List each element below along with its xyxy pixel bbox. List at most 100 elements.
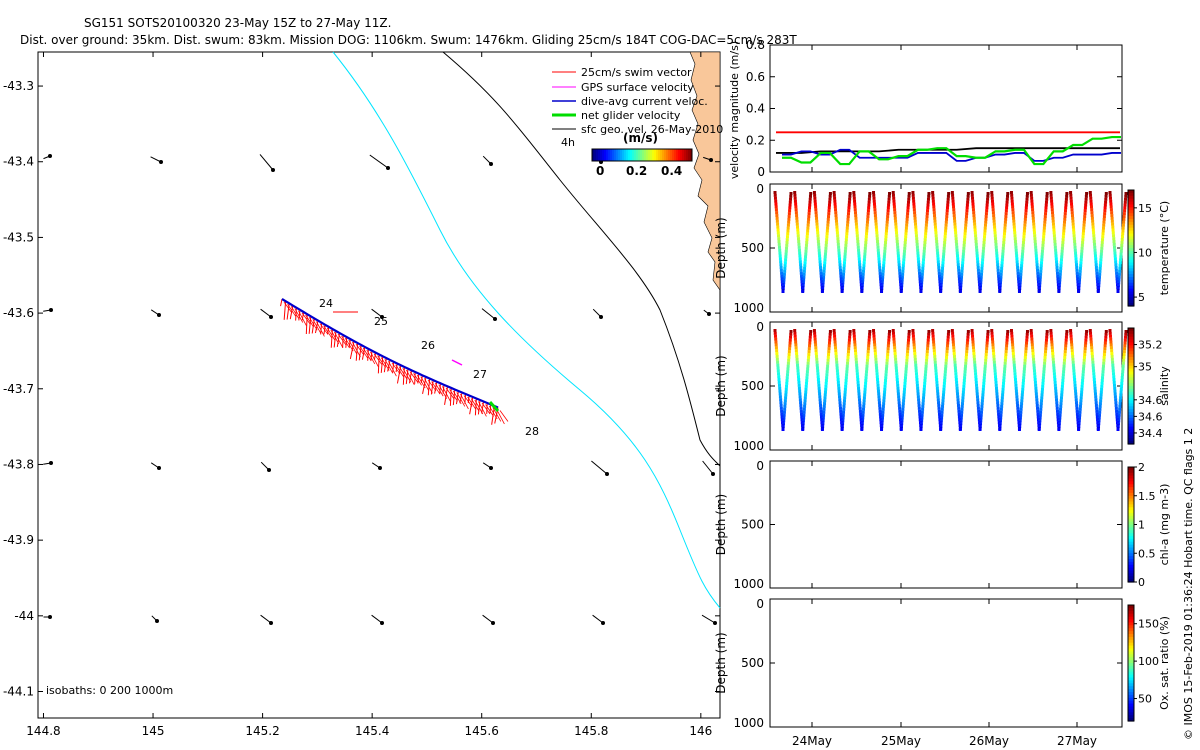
colorbar-cell — [1128, 348, 1134, 352]
sfc-current-arrow — [369, 154, 389, 169]
profile-sample — [1038, 419, 1042, 423]
profile-sample — [823, 261, 827, 265]
profile-sample — [875, 228, 879, 232]
profile-sample — [1075, 403, 1079, 407]
profile-sample — [857, 398, 861, 402]
profile-sample — [907, 197, 911, 201]
speed-cbar-cell — [658, 149, 661, 161]
profile-sample — [964, 223, 968, 227]
profile-sample — [984, 217, 988, 221]
speed-cbar-cell — [638, 149, 641, 161]
profile-sample — [838, 406, 842, 410]
profile-sample — [815, 357, 819, 361]
profile-ylabel: Depth (m) — [714, 355, 728, 416]
profile-sample — [1072, 228, 1076, 232]
profile-sample — [1018, 278, 1022, 282]
profile-sample — [975, 245, 979, 249]
profile-sample — [1014, 389, 1018, 393]
profile-sample — [1092, 237, 1096, 241]
profile-sample — [1118, 261, 1122, 265]
profile-sample — [927, 192, 931, 195]
profile-sample — [933, 225, 937, 229]
profile-sample — [876, 389, 880, 393]
profile-sample — [862, 266, 866, 270]
profile-sample — [868, 194, 872, 198]
colorbar-cell — [1128, 513, 1134, 517]
profile-sample — [855, 231, 859, 235]
profile-sample — [1057, 422, 1061, 426]
profile-sample — [1041, 376, 1045, 380]
profile-sample — [813, 331, 817, 335]
profile-sample — [1091, 228, 1095, 232]
profile-sample — [1073, 242, 1077, 246]
profile-sample — [788, 347, 792, 351]
colorbar-cell — [1128, 380, 1134, 384]
profile-sample — [825, 235, 829, 239]
profile-sample — [920, 410, 924, 414]
profile-sample — [784, 249, 788, 253]
profile-sample — [779, 268, 783, 272]
profile-sample — [1110, 214, 1114, 218]
profile-sample — [775, 214, 779, 218]
profile-sample — [1004, 215, 1008, 219]
colorbar-cell — [1128, 657, 1134, 661]
profile-sample — [971, 334, 975, 338]
profile-sample — [1075, 265, 1079, 269]
sfc-current-arrowhead — [49, 308, 53, 312]
profile-sample — [1079, 399, 1083, 403]
profile-sample — [1089, 193, 1093, 197]
colorbar-cell — [1128, 709, 1134, 713]
profile-sample — [1015, 260, 1019, 264]
profile-sample — [1078, 269, 1082, 273]
profile-sample — [1112, 380, 1116, 384]
profile-sample — [944, 223, 948, 227]
profile-sample — [953, 222, 957, 226]
profile-sample — [1110, 357, 1114, 361]
profile-sample — [1032, 231, 1036, 235]
profile-sample — [1003, 220, 1007, 224]
profile-sample — [922, 258, 926, 262]
colorbar-cell — [1128, 668, 1134, 673]
profile-sample — [1025, 197, 1029, 201]
profile-sample — [918, 271, 922, 275]
profile-sample — [959, 281, 963, 285]
profile-sample — [1025, 200, 1029, 204]
profile-sample — [788, 341, 792, 345]
colorbar-cell — [1128, 233, 1134, 237]
profile-sample — [993, 228, 997, 232]
profile-sample — [984, 220, 988, 224]
profile-sample — [925, 355, 929, 359]
profile-sample — [1084, 341, 1088, 345]
profile-sample — [973, 231, 977, 235]
profile-sample — [1077, 287, 1081, 291]
legend-net-label: net glider velocity — [581, 109, 681, 122]
profile-sample — [900, 275, 904, 279]
profile-sample — [786, 370, 790, 374]
profile-sample — [777, 380, 781, 384]
profile-sample — [1020, 402, 1024, 406]
profile-sample — [1084, 194, 1088, 198]
colorbar-cell — [1128, 377, 1134, 381]
profile-sample — [805, 232, 809, 236]
profile-sample — [841, 278, 845, 282]
profile-sample — [1103, 212, 1107, 216]
profile-sample — [786, 229, 790, 233]
profile-sample — [795, 352, 799, 356]
swim-vector — [283, 301, 287, 320]
sfc-current-arrowhead — [48, 154, 52, 158]
profile-sample — [808, 341, 812, 345]
profile-sample — [780, 274, 784, 278]
profile-sample — [798, 254, 802, 258]
profile-sample — [953, 363, 957, 367]
profile-sample — [912, 340, 916, 344]
profile-sample — [965, 341, 969, 345]
profile-sample — [1010, 196, 1014, 200]
colorbar-tick-label: 2 — [1138, 461, 1145, 474]
colorbar-cell — [1128, 282, 1134, 287]
profile-sample — [996, 268, 1000, 272]
swim-vector — [286, 303, 290, 320]
profile-sample — [977, 409, 981, 413]
profile-sample — [898, 412, 902, 416]
profile-sample — [921, 269, 925, 273]
profile-sample — [897, 403, 901, 407]
